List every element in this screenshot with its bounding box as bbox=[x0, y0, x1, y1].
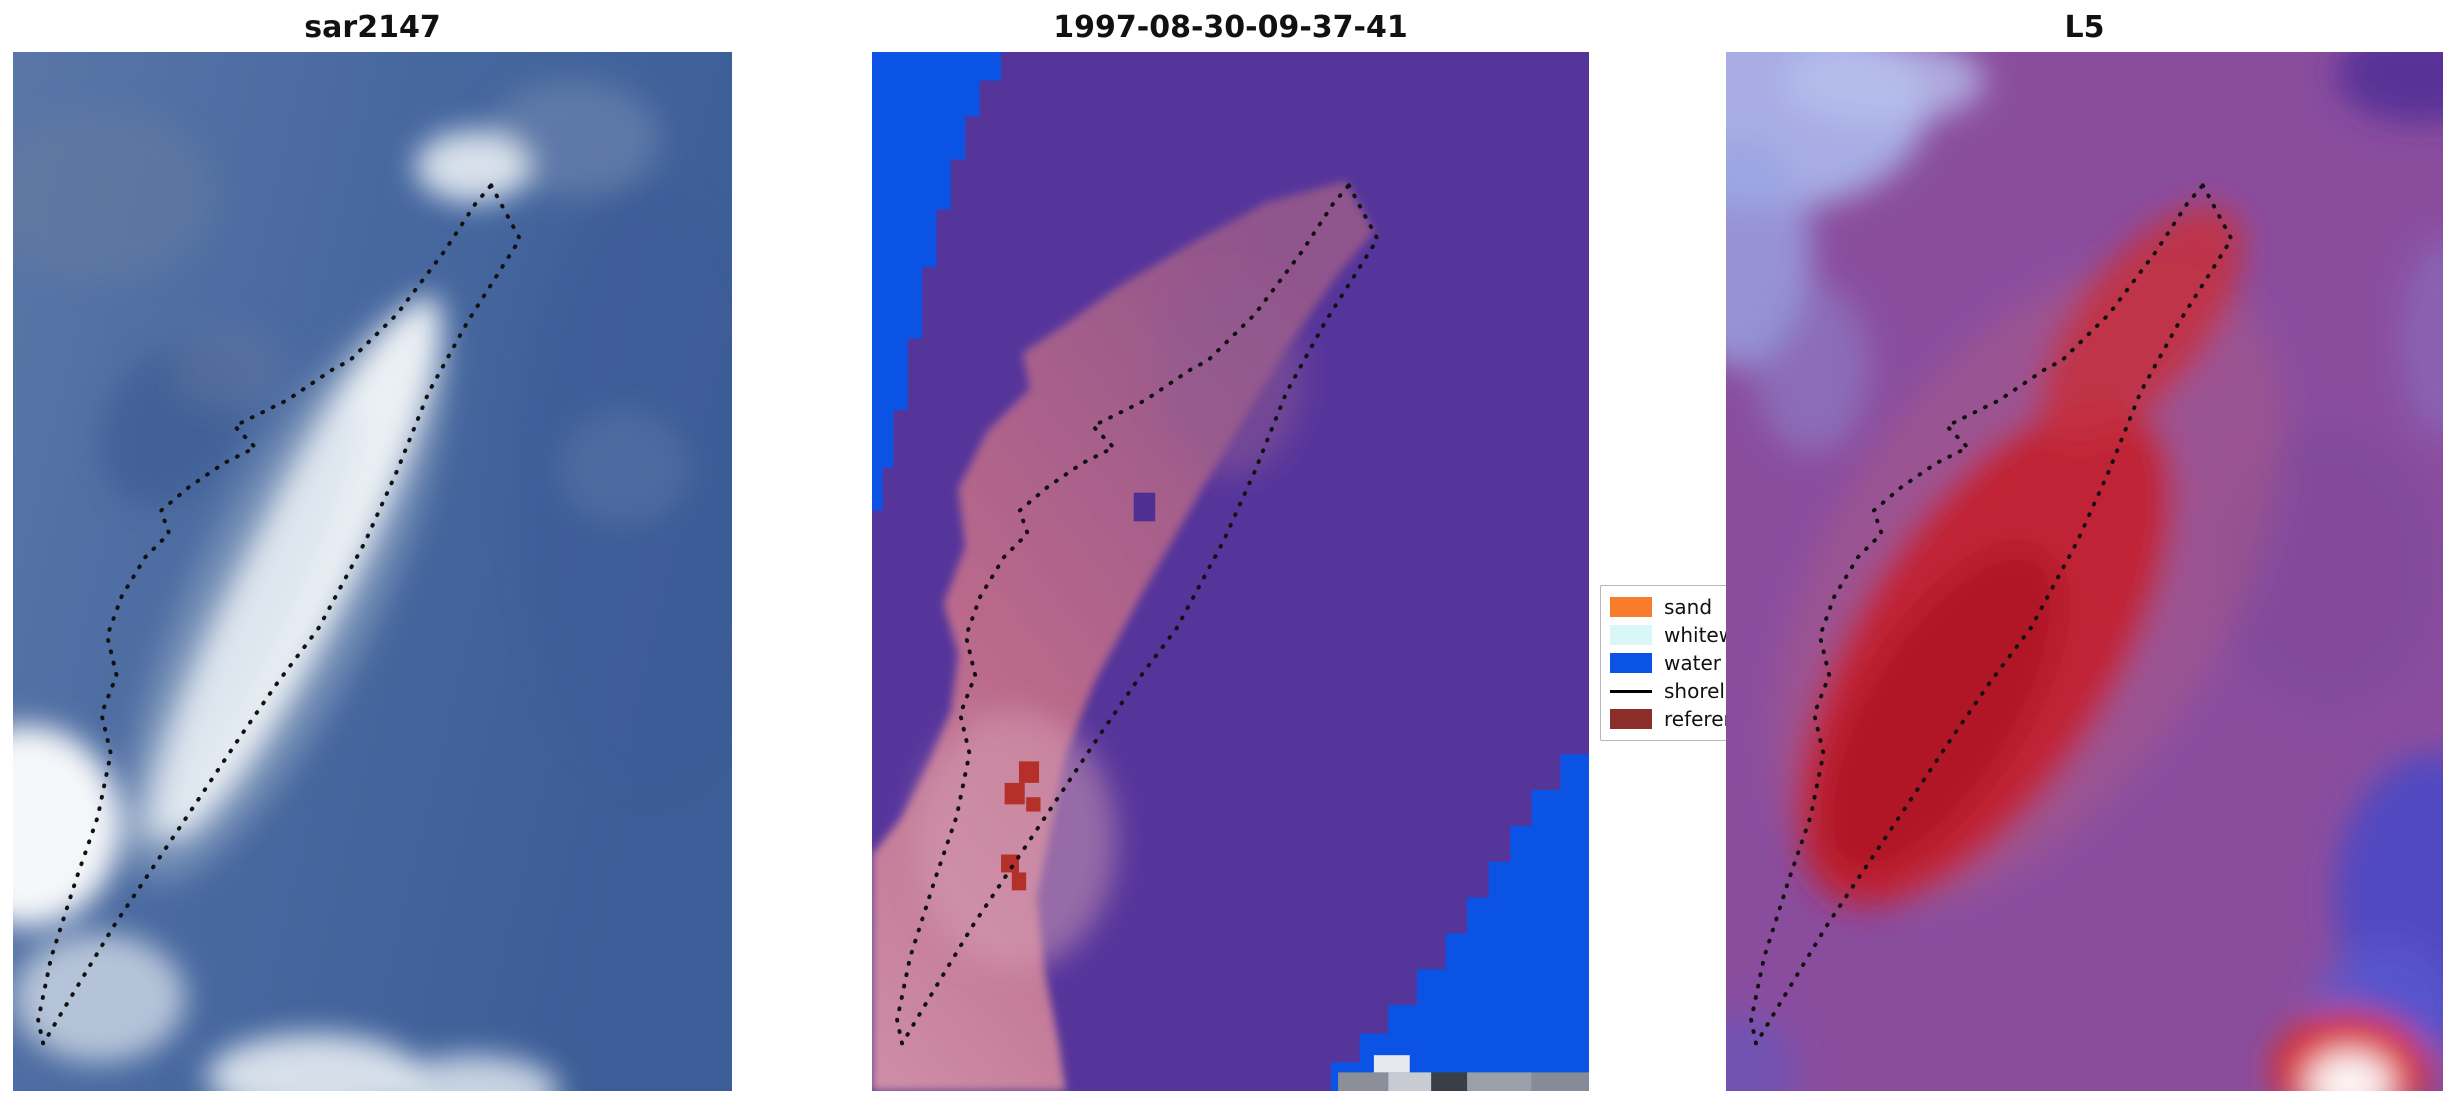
panel-sar-image bbox=[13, 52, 732, 1091]
panel-sar-title: sar2147 bbox=[304, 10, 441, 45]
legend-entry-water: water bbox=[1610, 649, 1802, 677]
legend-label: sand bbox=[1664, 595, 1713, 619]
panel-l5-title: L5 bbox=[2064, 10, 2105, 45]
legend-label: whitew bbox=[1664, 623, 1736, 647]
panel-classification-title: 1997-08-30-09-37-41 bbox=[1053, 10, 1408, 45]
panel-l5-image bbox=[1726, 52, 2443, 1091]
water-region-bottom-right bbox=[1330, 754, 1589, 1091]
legend-label: water bbox=[1664, 651, 1721, 675]
sand-swatch bbox=[1610, 597, 1652, 617]
water-swatch bbox=[1610, 653, 1652, 673]
bottom-edge-pixels bbox=[1338, 1055, 1589, 1091]
reference-patches bbox=[1001, 761, 1041, 891]
legend-entry-shoreline: shorel bbox=[1610, 677, 1802, 705]
l5-image bbox=[1726, 52, 2443, 1091]
reference-swatch bbox=[1610, 709, 1652, 729]
l5-texture bbox=[1726, 52, 2443, 1091]
sar-texture bbox=[13, 80, 732, 1091]
legend-label: shorel bbox=[1664, 679, 1725, 703]
legend-label: referen bbox=[1664, 707, 1737, 731]
legend-entry-reference: referen bbox=[1610, 705, 1802, 733]
sar-image bbox=[13, 52, 732, 1091]
island-hole bbox=[1133, 492, 1156, 522]
classification-image bbox=[872, 52, 1589, 1091]
legend-entry-whitewater: whitew bbox=[1610, 621, 1802, 649]
whitewater-swatch bbox=[1610, 625, 1652, 645]
shoreline-line-swatch bbox=[1610, 689, 1652, 693]
legend-entry-sand: sand bbox=[1610, 593, 1802, 621]
panel-classification-image bbox=[872, 52, 1589, 1091]
water-region-top-left bbox=[872, 52, 1002, 511]
